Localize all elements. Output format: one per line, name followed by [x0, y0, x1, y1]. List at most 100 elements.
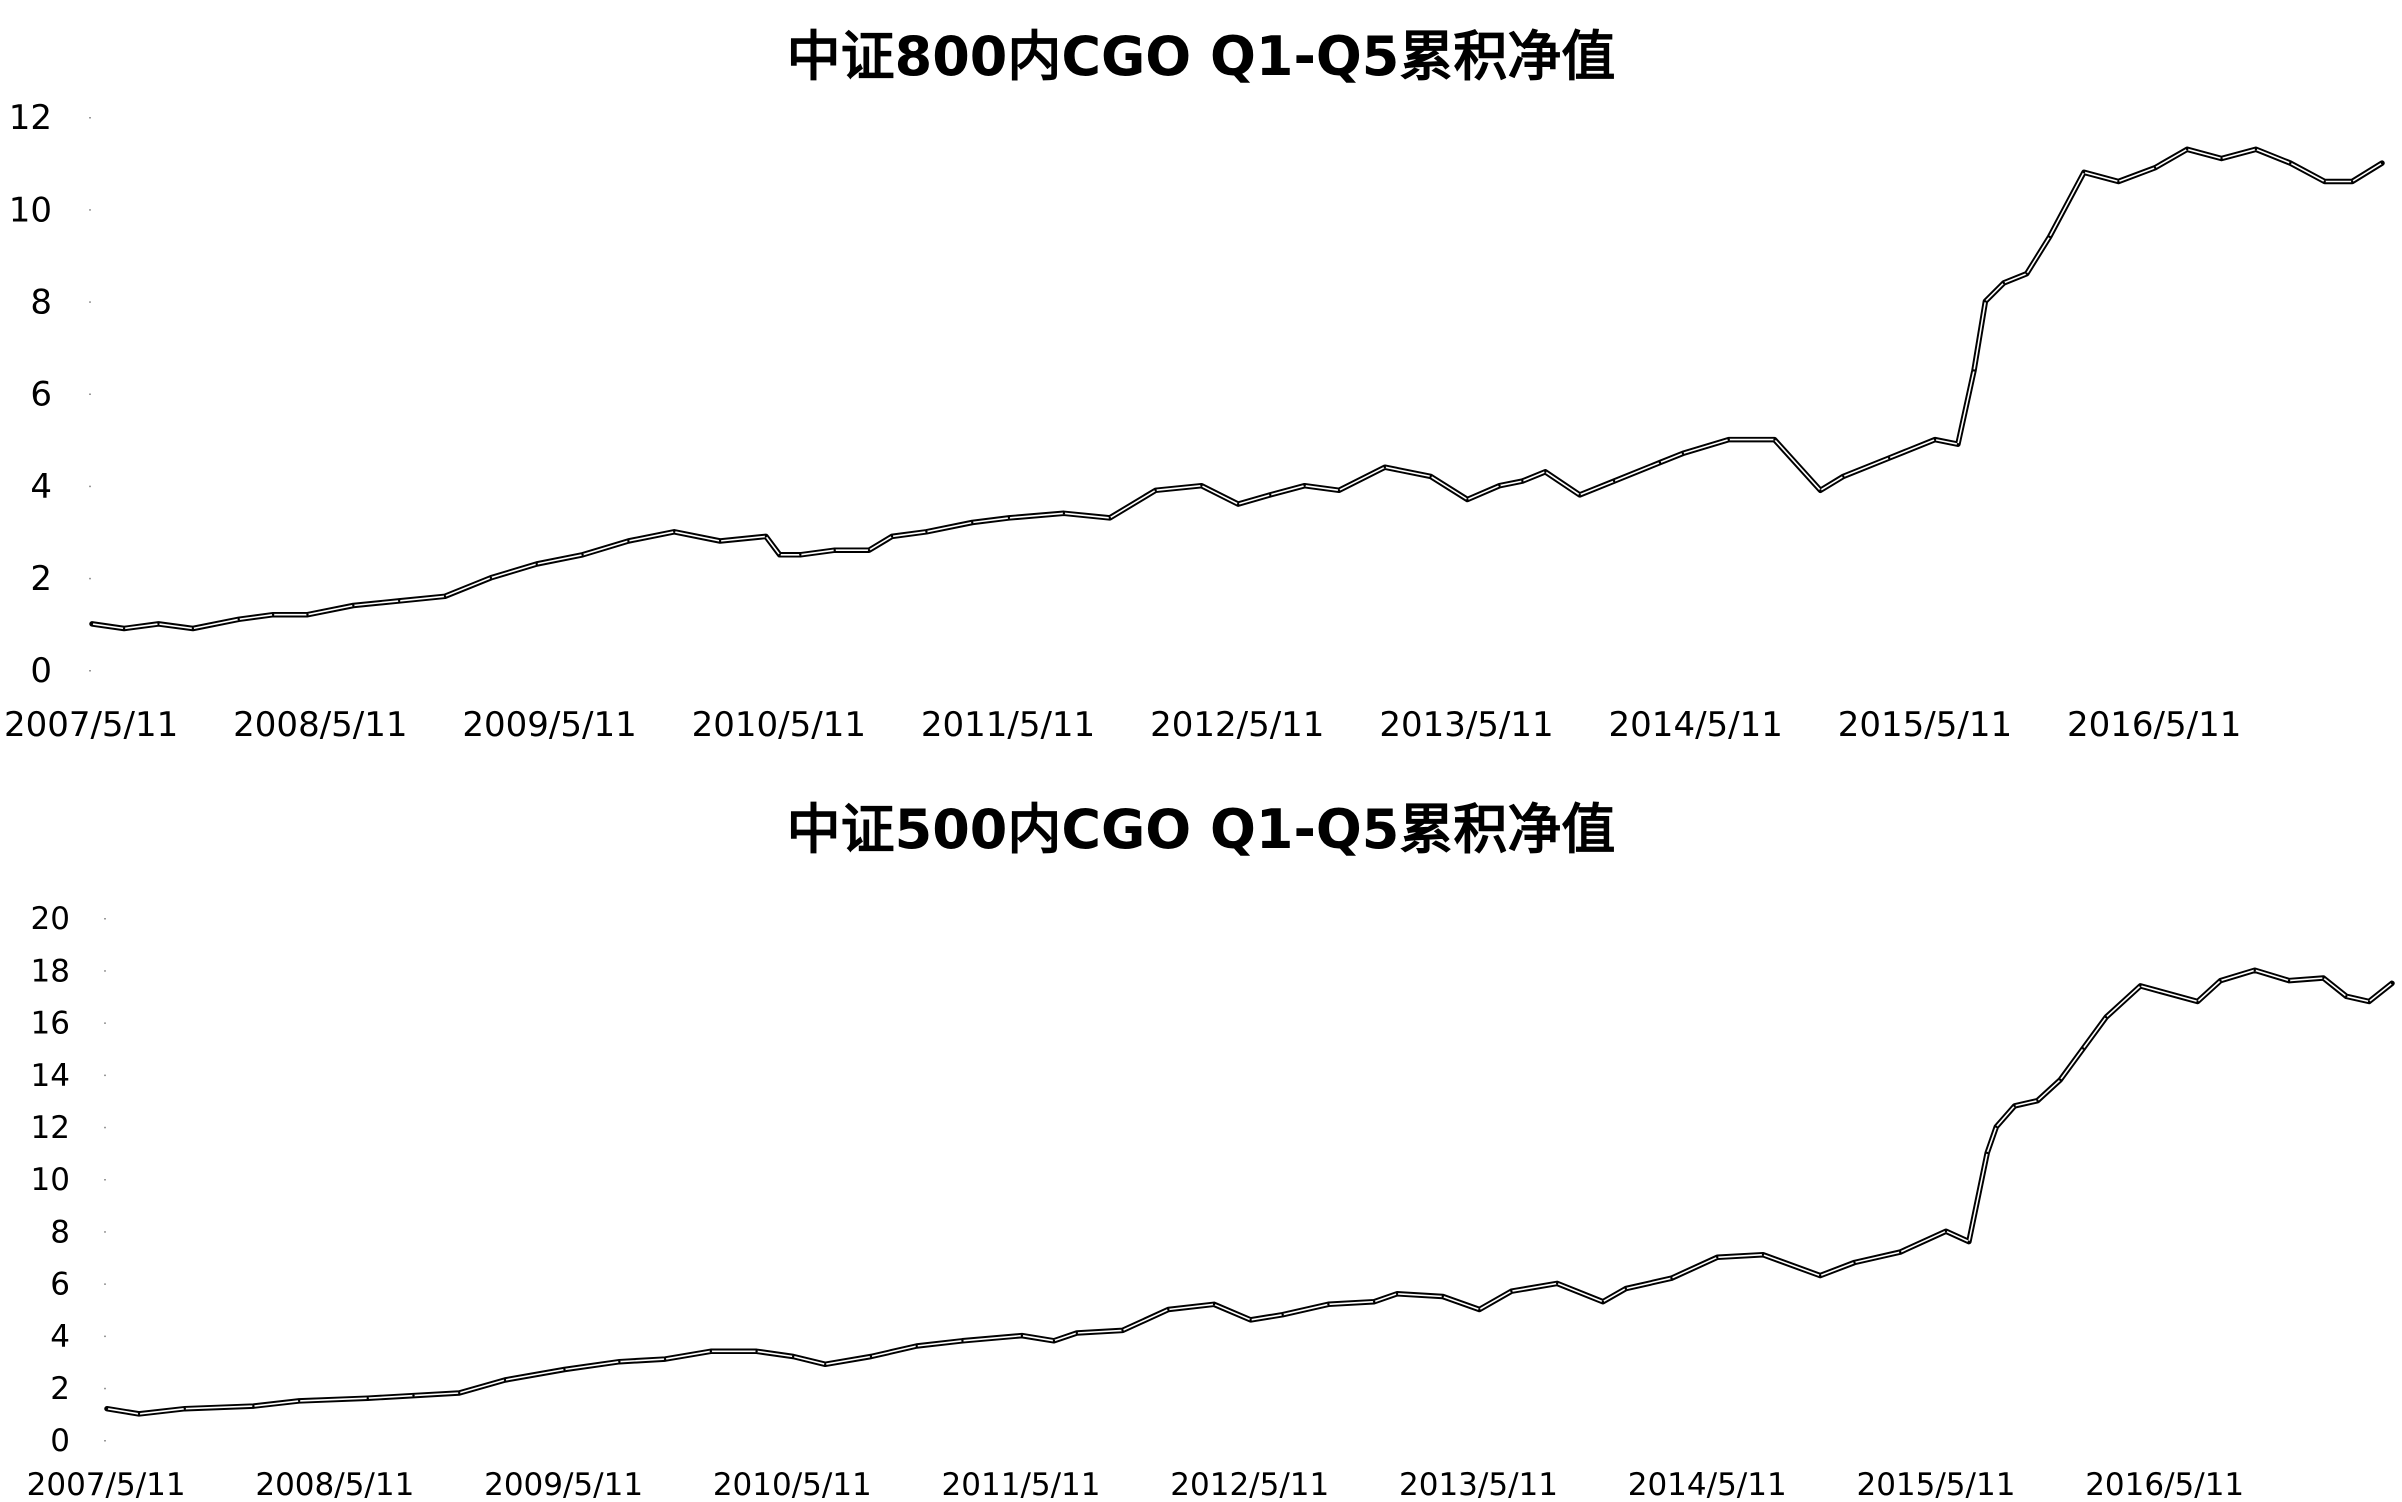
y-tick-label: 6: [30, 375, 52, 415]
data-point: [458, 1391, 461, 1395]
x-tick-label: 2014/5/11: [1628, 1467, 1787, 1502]
data-point: [2323, 180, 2326, 183]
y-tick-mark: [104, 1231, 106, 1233]
data-point: [1269, 493, 1272, 497]
data-point: [1478, 1308, 1481, 1311]
y-tick-label: 2: [30, 559, 52, 599]
x-tick-label: 2016/5/11: [2067, 705, 2241, 745]
data-point: [157, 622, 160, 626]
y-tick-label: 18: [31, 953, 70, 989]
data-point: [971, 521, 974, 524]
y-tick-mark: [104, 1074, 106, 1077]
x-tick-label: 2013/5/11: [1399, 1467, 1558, 1502]
data-point: [1544, 470, 1547, 474]
data-point: [297, 1399, 301, 1403]
data-point: [1281, 1313, 1284, 1316]
data-point: [1372, 1300, 1376, 1303]
data-point: [1395, 1292, 1399, 1296]
data-point: [2185, 148, 2189, 151]
data-point: [1441, 1295, 1444, 1298]
data-point: [1984, 300, 1987, 303]
x-tick-label: 2011/5/11: [921, 705, 1095, 745]
data-point: [2345, 995, 2348, 998]
data-point: [183, 1407, 186, 1410]
data-point: [867, 548, 871, 552]
x-tick-label: 2016/5/11: [2085, 1467, 2244, 1502]
y-tick-label: 0: [30, 651, 52, 691]
data-point: [1624, 1287, 1627, 1290]
x-tick-label: 2013/5/11: [1379, 705, 1553, 745]
y-tick-mark: [104, 1283, 106, 1285]
y-tick-label: 4: [50, 1319, 70, 1355]
data-point: [1236, 502, 1240, 506]
x-tick-label: 2010/5/11: [713, 1467, 872, 1502]
data-point: [2036, 1099, 2039, 1102]
data-point: [412, 1394, 415, 1397]
data-point: [627, 539, 630, 543]
data-point: [1327, 1303, 1330, 1306]
data-point: [397, 599, 401, 603]
data-point: [1819, 489, 1822, 492]
data-point: [1249, 1318, 1252, 1322]
y-tick-mark: [104, 970, 106, 972]
y-tick-label: 0: [50, 1423, 70, 1459]
data-point: [2025, 272, 2028, 275]
data-point: [1062, 512, 1066, 515]
data-point: [1956, 442, 1960, 446]
y-tick-label: 10: [9, 190, 52, 230]
data-point: [2289, 161, 2292, 165]
data-point: [2351, 180, 2354, 183]
data-point: [2196, 1000, 2199, 1003]
x-tick-label: 2007/5/11: [27, 1467, 186, 1502]
y-tick-mark: [104, 1335, 106, 1338]
data-point: [1578, 493, 1581, 497]
data-point: [1200, 484, 1203, 487]
y-tick-mark: [104, 918, 106, 920]
data-point: [366, 1397, 369, 1400]
data-point: [1383, 466, 1387, 469]
data-point: [503, 1378, 507, 1382]
data-point: [961, 1339, 964, 1343]
x-tick-label: 2008/5/11: [233, 705, 407, 745]
series-line: [104, 967, 2395, 1417]
y-tick-mark: [89, 670, 91, 672]
data-point: [915, 1344, 918, 1348]
data-point: [1303, 484, 1306, 487]
data-point: [1985, 1151, 1989, 1155]
data-point: [1601, 1300, 1605, 1303]
y-tick-mark: [104, 1440, 106, 1442]
data-point: [2117, 180, 2120, 183]
data-point: [1510, 1290, 1513, 1293]
data-point: [2367, 1000, 2371, 1003]
data-point: [105, 1407, 109, 1410]
y-tick-label: 12: [9, 98, 52, 138]
data-point: [2139, 984, 2142, 988]
line-chart-csi500: 0 2 4 6 8 10 12 14 16 18 20 2007/5/11 2008/5/11 2009/…: [27, 901, 2395, 1502]
data-point: [122, 627, 126, 630]
data-point: [1944, 1230, 1948, 1233]
data-point: [2253, 969, 2256, 972]
data-point: [1612, 479, 1616, 483]
x-tick-label: 2015/5/11: [1856, 1467, 2015, 1502]
data-point: [1995, 1125, 1998, 1128]
data-point: [764, 535, 768, 538]
data-point: [2059, 1078, 2062, 1082]
data-point: [1681, 452, 1685, 455]
x-tick-label: 2010/5/11: [692, 705, 866, 745]
data-point: [890, 535, 894, 538]
data-point: [581, 553, 584, 556]
data-point: [2104, 1015, 2108, 1019]
y-tick-mark: [89, 117, 91, 119]
data-point: [1853, 1261, 1856, 1264]
y-tick-label: 12: [31, 1110, 70, 1146]
data-point: [563, 1368, 566, 1371]
data-point: [2322, 976, 2325, 980]
data-point: [1899, 1250, 1902, 1254]
data-point: [1521, 479, 1524, 483]
data-point: [2219, 979, 2222, 982]
data-point: [1007, 516, 1011, 520]
data-point: [1967, 1240, 1971, 1243]
data-point: [618, 1360, 621, 1363]
data-point: [799, 553, 802, 556]
y-tick-mark: [104, 1126, 106, 1129]
